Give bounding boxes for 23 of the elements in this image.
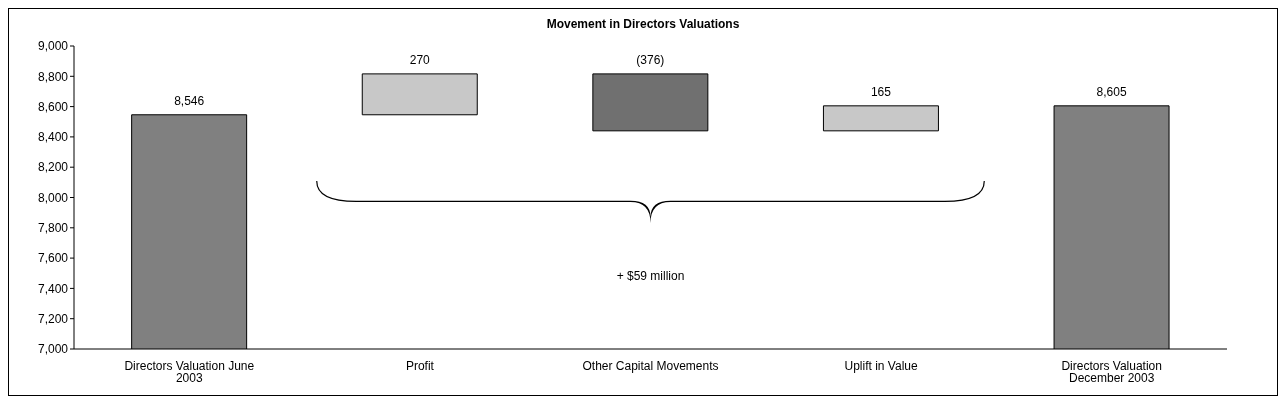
data-label: 165 (870, 84, 892, 99)
x-tick-label: Directors Valuation June 2003 (124, 358, 255, 385)
data-label: 270 (409, 52, 431, 67)
y-tick-label: 8,000 (37, 190, 69, 205)
x-tick-label: Other Capital Movements (582, 358, 719, 373)
data-label: 8,546 (174, 93, 205, 108)
data-label: (376) (636, 52, 665, 67)
y-tick-label: 8,600 (37, 99, 69, 114)
y-tick-label: 8,800 (37, 69, 69, 84)
data-label: 8,605 (1096, 84, 1127, 99)
x-tick-label: Profit (405, 358, 435, 373)
x-tick-label: Uplift in Value (844, 358, 918, 373)
chart-title: Movement in Directors Valuations (545, 17, 741, 31)
y-tick-label: 7,600 (37, 251, 69, 266)
y-tick-label: 7,200 (37, 311, 69, 326)
y-tick-label: 7,800 (37, 221, 69, 236)
y-tick-label: 7,000 (37, 342, 69, 357)
annotation: + $59 million (616, 269, 685, 283)
x-tick-label: Directors Valuation December 2003 (1061, 358, 1162, 385)
y-tick-label: 8,400 (37, 130, 69, 145)
y-tick-label: 9,000 (37, 39, 69, 54)
y-tick-label: 8,200 (37, 160, 69, 175)
y-tick-label: 7,400 (37, 281, 69, 296)
